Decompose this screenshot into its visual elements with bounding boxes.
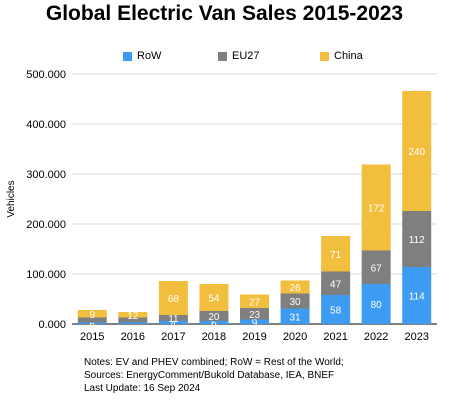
data-label: 112 (409, 235, 425, 246)
bar-row-2023 (402, 267, 432, 324)
bar-row-2017 (158, 321, 188, 324)
bar-eu27-2022 (361, 250, 391, 284)
legend-swatch-eu27 (218, 51, 227, 61)
x-tick-label: 2017 (161, 331, 185, 343)
data-label: 4 (171, 319, 177, 330)
bar-row-2016 (118, 322, 148, 324)
notes: Notes: EV and PHEV combined; RoW = Rest … (84, 356, 344, 395)
data-label: 12 (127, 311, 139, 322)
y-tick-label: 500.000 (26, 69, 66, 81)
bar-china-2021 (321, 236, 351, 272)
y-axis-label: Vehicles (6, 180, 17, 217)
bar-row-2022 (361, 284, 391, 324)
legend-swatch-row (123, 51, 132, 61)
data-label: 71 (330, 250, 342, 261)
data-label: 240 (408, 147, 425, 158)
notes-line: Notes: EV and PHEV combined; RoW = Rest … (84, 357, 344, 368)
data-label: 68 (168, 294, 180, 305)
chart-title: Global Electric Van Sales 2015-2023 (45, 2, 404, 25)
sources-line: Sources: EnergyComment/Bukold Database, … (84, 370, 335, 381)
data-label: 6 (89, 319, 95, 330)
y-tick-label: 100.000 (26, 269, 66, 281)
data-label: 20 (208, 312, 220, 323)
bar-china-2016 (118, 312, 148, 318)
legend-item-eu27: EU27 (218, 50, 260, 62)
y-tick-label: 0.000 (38, 319, 66, 331)
data-label: 47 (330, 279, 342, 290)
data-label: 9 (252, 318, 258, 329)
legend-swatch-china (320, 51, 329, 61)
bar-china-2023 (402, 91, 432, 211)
bar-eu27-2017 (158, 315, 188, 321)
data-label: 58 (330, 306, 342, 317)
bar-row-2015 (77, 322, 107, 324)
bar-china-2018 (199, 284, 229, 311)
x-tick-label: 2023 (404, 331, 428, 343)
legend-label-china: China (334, 50, 363, 62)
data-label: 9 (89, 310, 95, 321)
bar-eu27-2023 (402, 211, 432, 267)
bar-eu27-2018 (199, 311, 229, 321)
data-label: 172 (368, 204, 385, 215)
last-update-line: Last Update: 16 Sep 2024 (84, 383, 201, 394)
y-tick-label: 300.000 (26, 169, 66, 181)
bar-row-2019 (240, 319, 269, 324)
data-label: 26 (289, 283, 301, 294)
data-label: 11 (168, 314, 179, 325)
x-tick-label: 2018 (202, 331, 226, 343)
data-label: 23 (249, 310, 261, 321)
legend: RoW EU27 China (0, 50, 449, 66)
x-tick-label: 2022 (364, 331, 388, 343)
legend-item-row: RoW (123, 50, 161, 62)
data-label: 27 (249, 297, 261, 308)
bar-eu27-2015 (77, 317, 107, 323)
bar-china-2019 (240, 294, 269, 308)
data-label: 67 (371, 263, 383, 274)
bar-china-2022 (361, 164, 391, 251)
x-tick-label: 2016 (121, 331, 145, 343)
legend-label-row: RoW (137, 50, 162, 62)
data-label: 6 (211, 319, 217, 330)
legend-item-china: China (320, 50, 363, 62)
data-label: 30 (289, 297, 301, 308)
x-tick-label: 2020 (283, 331, 307, 343)
bar-row-2021 (321, 295, 351, 324)
bar-eu27-2021 (321, 271, 351, 295)
x-tick-label: 2021 (323, 331, 347, 343)
y-tick-label: 200.000 (26, 219, 66, 231)
legend-label-eu27: EU27 (232, 50, 260, 62)
bar-row-2020 (280, 308, 310, 324)
bar-eu27-2020 (280, 293, 310, 309)
bar-eu27-2019 (240, 308, 269, 320)
bar-china-2017 (158, 281, 188, 315)
x-tick-label: 2019 (242, 331, 266, 343)
data-label: 31 (289, 312, 301, 323)
y-tick-label: 400.000 (26, 119, 66, 131)
bar-china-2020 (280, 280, 310, 294)
data-label: 54 (208, 294, 220, 305)
x-tick-label: 2015 (80, 331, 104, 343)
bar-china-2015 (77, 310, 107, 318)
data-label: 114 (409, 292, 425, 303)
bar-row-2018 (199, 321, 229, 324)
data-label: 80 (371, 300, 383, 311)
bar-eu27-2016 (118, 317, 148, 323)
